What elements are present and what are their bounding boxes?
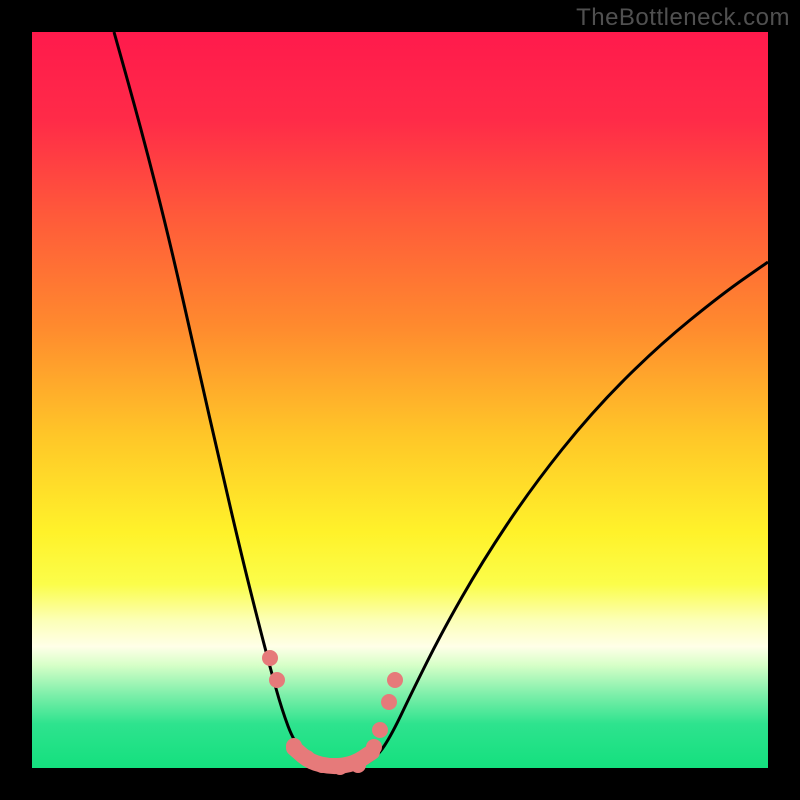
data-marker (387, 672, 403, 688)
data-marker (372, 722, 388, 738)
plot-area (32, 32, 768, 768)
data-marker (314, 757, 330, 773)
data-marker (332, 759, 348, 775)
plot-svg (32, 32, 768, 768)
data-marker (381, 694, 397, 710)
data-marker (299, 750, 315, 766)
data-marker (269, 672, 285, 688)
watermark-text: TheBottleneck.com (576, 4, 790, 32)
data-marker (262, 650, 278, 666)
data-marker (286, 738, 302, 754)
data-marker (366, 739, 382, 755)
data-marker (350, 757, 366, 773)
gradient-background (32, 32, 768, 768)
